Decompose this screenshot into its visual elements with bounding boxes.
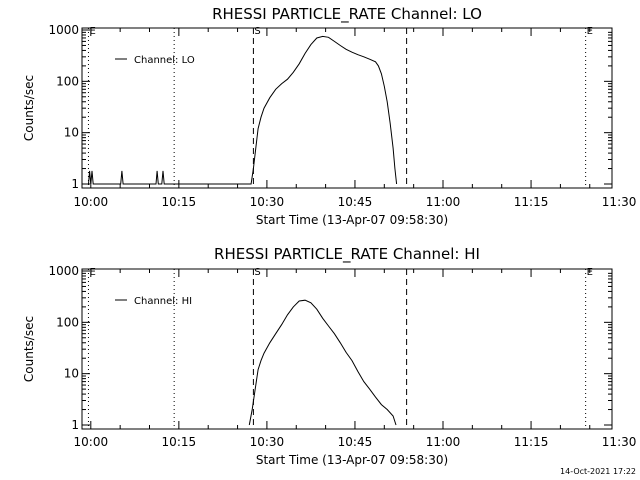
y-tick-label: 1	[71, 418, 79, 432]
x-tick-label: 11:30	[602, 195, 637, 209]
x-tick-label: 10:45	[338, 195, 373, 209]
event-marker-label: E	[587, 26, 593, 37]
event-marker-label: S	[254, 26, 260, 37]
y-tick-label: 10	[64, 367, 79, 381]
y-tick-label: 100	[56, 74, 79, 88]
x-axis-label: Start Time (13-Apr-07 09:58:30)	[256, 453, 448, 467]
y-tick-label: 1000	[48, 264, 79, 278]
x-tick-label: 11:00	[426, 195, 461, 209]
plot-frame	[81, 27, 613, 189]
y-axis-label: Counts/sec	[22, 316, 36, 382]
series-line	[88, 35, 398, 185]
y-tick-label: 1000	[48, 23, 79, 37]
x-tick-label: 10:30	[250, 435, 285, 449]
event-marker-label: E	[89, 26, 95, 37]
y-tick-label: 100	[56, 315, 79, 329]
y-tick-label: 10	[64, 126, 79, 140]
x-tick-label: 10:45	[338, 435, 373, 449]
x-tick-label: 11:15	[514, 195, 549, 209]
x-tick-label: 11:30	[602, 435, 637, 449]
x-tick-label: 10:15	[162, 195, 197, 209]
series-line	[248, 299, 397, 426]
chart-title: RHESSI PARTICLE_RATE Channel: HI	[214, 245, 480, 264]
footer-timestamp: 14-Oct-2021 17:22	[560, 467, 636, 476]
event-marker-label: E	[89, 267, 95, 278]
plot-frame	[81, 268, 613, 430]
x-tick-label: 10:30	[250, 195, 285, 209]
y-axis-label: Counts/sec	[22, 75, 36, 141]
event-marker-label: E	[587, 267, 593, 278]
x-axis-label: Start Time (13-Apr-07 09:58:30)	[256, 213, 448, 227]
x-tick-label: 10:15	[162, 435, 197, 449]
x-tick-label: 10:00	[74, 195, 109, 209]
chart-title: RHESSI PARTICLE_RATE Channel: LO	[212, 5, 482, 24]
event-marker-label: S	[254, 267, 260, 278]
x-tick-label: 11:15	[514, 435, 549, 449]
x-tick-label: 11:00	[426, 435, 461, 449]
legend-label: Channel: LO	[134, 55, 195, 66]
legend-label: Channel: HI	[134, 296, 192, 307]
x-tick-label: 10:00	[74, 435, 109, 449]
y-tick-label: 1	[71, 177, 79, 191]
